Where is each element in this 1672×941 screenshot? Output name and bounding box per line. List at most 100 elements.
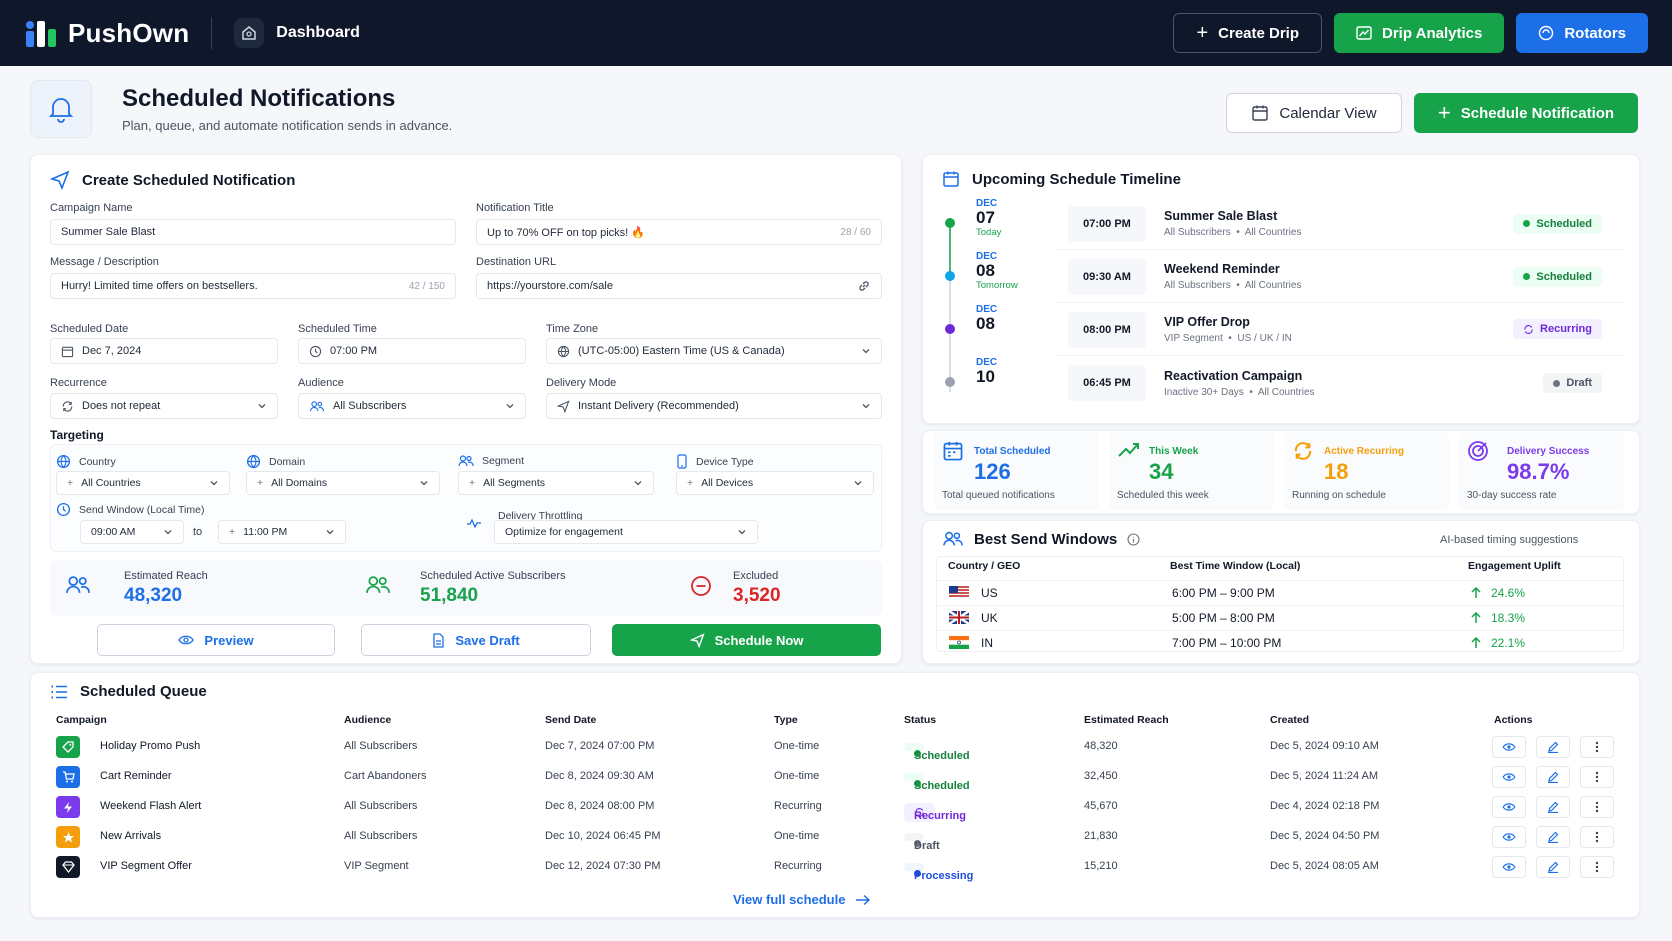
delivery-mode-select[interactable]: Instant Delivery (Recommended) (546, 393, 882, 419)
window-uplift: 18.3% (1491, 611, 1526, 625)
edit-action-button[interactable] (1536, 796, 1570, 818)
schedule-notification-button[interactable]: + Schedule Notification (1414, 93, 1638, 133)
more-action-button[interactable] (1580, 856, 1614, 878)
save-draft-label: Save Draft (455, 632, 520, 648)
logo-bars-icon (26, 21, 56, 47)
page-subtitle: Plan, queue, and automate notification s… (122, 118, 453, 133)
country-select[interactable]: + All Countries (56, 471, 230, 495)
nav-dashboard[interactable]: Dashboard (234, 18, 360, 48)
view-action-button[interactable] (1492, 826, 1526, 848)
calendar-view-button[interactable]: Calendar View (1226, 93, 1402, 133)
view-action-button[interactable] (1492, 736, 1526, 758)
window-geo: US (981, 586, 998, 600)
audience-label: Audience (298, 377, 344, 389)
more-action-button[interactable] (1580, 796, 1614, 818)
save-draft-button[interactable]: Save Draft (361, 624, 591, 656)
reach-summary (50, 560, 882, 616)
edit-action-button[interactable] (1536, 766, 1570, 788)
timeline-dot (945, 218, 955, 228)
queue-created: Dec 5, 2024 09:10 AM (1270, 740, 1379, 752)
timeline-title: Upcoming Schedule Timeline (942, 170, 1181, 188)
timeline-item[interactable]: 06:45 PM Reactivation Campaign Inactive … (1054, 357, 1624, 409)
queue-campaign: New Arrivals (100, 830, 162, 842)
estimated-reach-label: Estimated Reach (124, 570, 208, 582)
globe-icon (56, 454, 71, 469)
audience-value: All Subscribers (333, 400, 407, 412)
view-action-button[interactable] (1492, 796, 1526, 818)
status-dot (1523, 220, 1531, 227)
segment-select[interactable]: + All Segments (458, 471, 654, 495)
timeline-month: DEC (976, 251, 998, 262)
targeting-heading: Targeting (50, 428, 104, 442)
notification-title-input[interactable]: Up to 70% OFF on top picks! 🔥 28 / 60 (476, 219, 882, 245)
queue-title-text: Scheduled Queue (80, 683, 207, 700)
queue-row[interactable]: Cart Reminder Cart Abandoners Dec 8, 202… (52, 763, 1622, 792)
rotators-button[interactable]: Rotators (1516, 13, 1648, 53)
status-text: Scheduled (1536, 270, 1592, 283)
window-geo: UK (981, 611, 998, 625)
calendar-view-label: Calendar View (1279, 104, 1377, 122)
queue-row[interactable]: Weekend Flash Alert All Subscribers Dec … (52, 793, 1622, 822)
edit-action-button[interactable] (1536, 736, 1570, 758)
tag-icon (62, 741, 74, 753)
status-text: Processing (914, 870, 974, 882)
scheduled-time-input[interactable]: 07:00 PM (298, 338, 526, 364)
window-row: US 6:00 PM – 9:00 PM 24.6% (937, 580, 1623, 604)
scheduled-date-input[interactable]: Dec 7, 2024 (50, 338, 278, 364)
schedule-notification-label: Schedule Notification (1460, 104, 1615, 122)
queue-campaign: Cart Reminder (100, 770, 172, 782)
preview-button[interactable]: Preview (97, 624, 335, 656)
info-icon[interactable] (1127, 532, 1140, 546)
best-windows-title-text: Best Send Windows (974, 530, 1118, 548)
edit-action-button[interactable] (1536, 826, 1570, 848)
window-geo: IN (981, 636, 993, 650)
timeline-day: 07 (976, 208, 995, 227)
queue-header: Send Date (545, 714, 597, 726)
stat-box: Total Scheduled 126 Total queued notific… (934, 432, 1099, 510)
app-logo[interactable]: PushOwn (24, 17, 189, 49)
timeline-item[interactable]: 08:00 PM VIP Offer Drop VIP Segment • US… (1054, 304, 1624, 356)
more-action-button[interactable] (1580, 826, 1614, 848)
chevron-down-icon (210, 481, 218, 486)
edit-action-button[interactable] (1536, 856, 1570, 878)
queue-row[interactable]: Holiday Promo Push All Subscribers Dec 7… (52, 733, 1622, 762)
timeline-title-text: Upcoming Schedule Timeline (972, 170, 1181, 188)
timeline-time-text: 08:00 PM (1083, 323, 1131, 336)
timezone-select[interactable]: (UTC-05:00) Eastern Time (US & Canada) (546, 338, 882, 364)
timeline-date: DEC 08 Tomorrow (976, 251, 1036, 291)
view-action-button[interactable] (1492, 856, 1526, 878)
queue-row[interactable]: VIP Segment Offer VIP Segment Dec 12, 20… (52, 853, 1622, 882)
flag (949, 611, 969, 624)
campaign-name-input[interactable]: Summer Sale Blast (50, 219, 456, 245)
timeline-item[interactable]: 07:00 PM Summer Sale Blast All Subscribe… (1054, 198, 1624, 250)
recurrence-select[interactable]: Does not repeat (50, 393, 278, 419)
status-badge: Scheduled (1513, 213, 1602, 234)
timeline-audience: All Subscribers (1164, 227, 1231, 238)
timeline-date: DEC 08 (976, 304, 1036, 333)
queue-row[interactable]: New Arrivals All Subscribers Dec 10, 202… (52, 823, 1622, 852)
schedule-now-button[interactable]: Schedule Now (612, 624, 881, 656)
destination-url-input[interactable]: https://yourstore.com/sale (476, 273, 882, 299)
more-action-button[interactable] (1580, 766, 1614, 788)
drip-analytics-button[interactable]: Drip Analytics (1334, 13, 1505, 53)
timeline-item[interactable]: 09:30 AM Weekend Reminder All Subscriber… (1054, 251, 1624, 303)
queue-reach: 45,670 (1084, 800, 1118, 812)
window-from-select[interactable]: 09:00 AM (80, 520, 184, 544)
more-action-button[interactable] (1580, 736, 1614, 758)
window-uplift: 24.6% (1491, 586, 1526, 600)
view-full-schedule-link[interactable]: View full schedule (733, 892, 871, 907)
create-drip-button[interactable]: + Create Drip (1173, 13, 1323, 53)
window-uplift: 22.1% (1491, 636, 1526, 650)
device-type-select[interactable]: + All Devices (676, 471, 874, 495)
chevron-down-icon (862, 349, 870, 354)
throttling-select[interactable]: Optimize for engagement (494, 520, 758, 544)
users-icon (366, 576, 390, 593)
window-to-select[interactable]: +11:00 PM (218, 520, 346, 544)
message-input[interactable]: Hurry! Limited time offers on bestseller… (50, 273, 456, 299)
timeline-meta: VIP Segment • US / UK / IN (1164, 333, 1292, 344)
audience-select[interactable]: All Subscribers (298, 393, 526, 419)
link-icon[interactable] (857, 279, 871, 293)
domain-select[interactable]: + All Domains (246, 471, 440, 495)
country-label-text: Country (79, 455, 116, 468)
view-action-button[interactable] (1492, 766, 1526, 788)
